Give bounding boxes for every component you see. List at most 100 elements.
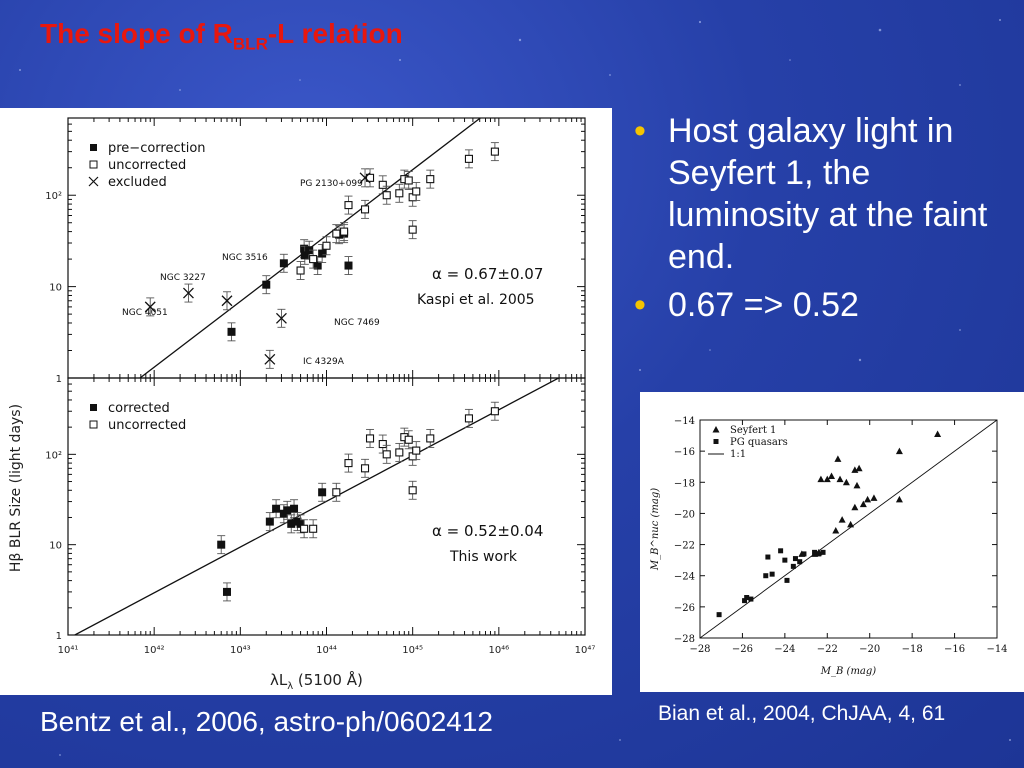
legend-label: pre−correction — [108, 141, 206, 156]
data-point-filled — [279, 259, 288, 268]
bian-frame — [699, 419, 998, 639]
data-point-filled — [227, 327, 236, 336]
bullet-text: Host galaxy light in Seyfert 1, the lumi… — [668, 112, 988, 276]
seyfert-point — [851, 503, 859, 511]
x-tick-label: 10⁴³ — [230, 645, 251, 656]
x-tick-label: −28 — [689, 644, 710, 655]
bottom-panel: 1 10 10² corrected uncorrected α = 0.52±0.04 T… — [45, 377, 586, 642]
x-tick-label: −22 — [817, 644, 838, 655]
legend-label: uncorrected — [108, 158, 186, 173]
object-label: NGC 4051 — [122, 308, 168, 318]
data-point-open — [296, 266, 305, 275]
pg-quasar-point — [716, 612, 722, 618]
pg-quasar-point — [744, 595, 750, 601]
bentz-axes: 10⁴¹ 10⁴² 10⁴³ 10⁴⁴ 10⁴⁵ 10⁴⁶ 10⁴⁷ λLλ (5100 Å)… — [8, 404, 595, 692]
object-label: NGC 3227 — [160, 273, 206, 283]
x-axis-label-main: λL — [270, 671, 288, 689]
object-label: NGC 3516 — [222, 253, 268, 263]
data-point-open — [426, 434, 435, 443]
data-point-open — [464, 154, 474, 163]
data-point-excluded — [182, 287, 194, 299]
x-axis-label: M_B (mag) — [820, 666, 877, 677]
x-tick-label: 10⁴² — [144, 645, 165, 656]
legend-swatch — [89, 160, 98, 169]
data-point-filled — [217, 540, 226, 549]
data-point-open — [408, 486, 417, 495]
legend-label: 1:1 — [730, 449, 746, 460]
legend-swatch — [712, 426, 720, 433]
seyfert-point — [836, 475, 844, 483]
pg-quasar-point — [748, 596, 754, 602]
seyfert-point — [934, 430, 942, 438]
seyfert-point — [823, 475, 831, 483]
caption-bian: Bian et al., 2004, ChJAA, 4, 61 — [658, 702, 946, 725]
legend-swatch — [90, 404, 97, 411]
legend-label: excluded — [108, 175, 167, 190]
data-point-open — [378, 439, 387, 449]
y-tick-label: −18 — [674, 478, 695, 489]
data-point-filled — [287, 519, 296, 528]
pg-quasar-point — [742, 598, 748, 604]
data-point-open — [365, 434, 375, 443]
data-point-open — [332, 488, 341, 497]
x-tick-label: 10⁴⁷ — [575, 645, 596, 656]
bullet-item: • Host galaxy light in Seyfert 1, the lum… — [630, 110, 1020, 278]
y-tick-label: 10 — [49, 541, 62, 552]
legend-swatch — [713, 439, 719, 444]
bullet-text: 0.67 => 0.52 — [668, 286, 859, 324]
data-point-open — [332, 229, 341, 238]
seyfert-point — [870, 494, 878, 501]
title-main: The slope of R — [40, 18, 233, 49]
legend-label: corrected — [108, 401, 170, 416]
bullet-dot-icon: • — [634, 112, 646, 150]
data-point-open — [365, 173, 375, 182]
seyfert-point — [855, 464, 863, 472]
pg-quasar-point — [778, 548, 784, 554]
data-point-filled — [296, 519, 305, 528]
y-tick-label: −24 — [674, 572, 695, 583]
pg-quasar-point — [820, 549, 826, 555]
data-point-filled — [344, 261, 353, 270]
bullet-item: • 0.67 => 0.52 — [630, 284, 1020, 326]
data-point-open — [426, 175, 435, 184]
fit-reference-label: Kaspi et al. 2005 — [417, 292, 535, 308]
data-point-excluded — [264, 353, 276, 365]
seyfert-point — [817, 475, 825, 483]
x-tick-label: −20 — [859, 644, 880, 655]
seyfert-point — [832, 527, 840, 534]
seyfert-point — [864, 495, 872, 503]
x-tick-label: 10⁴⁴ — [316, 645, 337, 656]
data-point-excluded — [275, 312, 287, 324]
one-to-one-line — [699, 419, 998, 639]
data-point-open — [408, 225, 417, 234]
y-axis-label: M_B^nuc (mag) — [650, 488, 661, 571]
pg-quasar-point — [816, 551, 822, 557]
seyfert-point — [847, 520, 855, 528]
data-point-excluded — [221, 295, 233, 307]
bullet-dot-icon: • — [634, 286, 646, 324]
pg-quasar-point — [801, 551, 807, 557]
data-point-open — [490, 407, 499, 416]
x-axis-label: λLλ (5100 Å) — [270, 670, 363, 692]
x-tick-label: 10⁴⁶ — [488, 645, 509, 656]
legend-label: PG quasars — [730, 437, 788, 448]
fit-alpha-label: α = 0.52±0.04 — [432, 522, 543, 540]
y-tick-label: −26 — [674, 603, 695, 614]
x-axis-label-sub: λ — [287, 681, 293, 692]
data-point-open — [464, 414, 474, 423]
data-point-filled — [300, 251, 309, 260]
data-point-open — [344, 459, 353, 468]
y-tick-label: 1 — [56, 374, 62, 385]
bullet-list: • Host galaxy light in Seyfert 1, the lum… — [630, 110, 1020, 332]
title-tail: -L relation — [267, 18, 403, 49]
seyfert-point — [851, 466, 859, 473]
y-tick-label: 1 — [56, 631, 62, 642]
legend-label: uncorrected — [108, 418, 186, 433]
data-point-open — [490, 147, 499, 156]
data-point-open — [360, 464, 370, 473]
bentz-figure: 1 10 10² pre−correction uncorrected excluded α… — [8, 117, 595, 692]
data-point-open — [378, 180, 387, 189]
bian-figure-panel: −28 −26 −24 −22 −20 −18 −16 −14 −14 −16 −18 −20 −22 −… — [640, 392, 1024, 692]
pg-quasar-point — [782, 557, 788, 563]
x-tick-label: −26 — [732, 644, 753, 655]
